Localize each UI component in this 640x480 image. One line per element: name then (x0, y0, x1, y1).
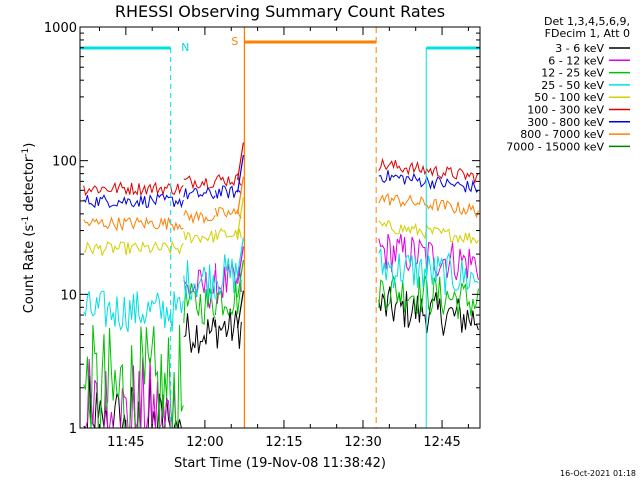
axis-layer: 1 10 100 1000 11:45 12:00 12:15 12:30 12:45 (44, 21, 481, 450)
x-tick-label: 12:45 (423, 435, 460, 450)
y-tick-label: 1000 (44, 21, 77, 36)
legend-entry-label: 800 - 7000 keV (520, 128, 604, 141)
saa-marker-label: S (231, 35, 238, 48)
series-line (214, 173, 242, 187)
y-axis-label-part: detector (22, 156, 37, 216)
series-rise (236, 237, 244, 275)
y-axis-label: Count Rate (s-1 detector-1) (21, 143, 37, 314)
series-line (378, 220, 479, 245)
series-line (183, 209, 216, 225)
x-tick-label: 12:30 (344, 435, 381, 450)
x-tick-label: 11:45 (107, 435, 144, 450)
y-axis-label-exponent: -1 (21, 216, 31, 225)
series-300to800keV (83, 154, 479, 209)
series-layer (83, 142, 479, 430)
series-line (83, 240, 184, 257)
series-line (214, 207, 242, 219)
series-line (214, 262, 242, 304)
data-gap-layer (243, 27, 377, 428)
series-line (183, 283, 216, 325)
y-axis-label-part: ) (22, 143, 37, 148)
y-tick-label: 1 (69, 422, 77, 437)
series-line (183, 175, 216, 190)
series-rise (236, 142, 244, 180)
series-line (378, 193, 479, 219)
series-rise (236, 197, 244, 235)
x-tick-label: 12:15 (265, 435, 302, 450)
legend-entry-label: 12 - 25 keV (541, 67, 604, 80)
series-100to300keV (83, 142, 479, 197)
series-800to7000keV (83, 176, 479, 232)
y-tick-label: 10 (60, 288, 77, 303)
x-axis-label: Start Time (19-Nov-08 11:38:42) (174, 456, 386, 471)
legend-entry-label: 6 - 12 keV (548, 54, 604, 67)
legend-entry-label: 100 - 300 keV (527, 104, 604, 117)
x-tick-label: 12:00 (186, 435, 223, 450)
legend-header-line: FDecim 1, Att 0 (545, 27, 630, 40)
series-25to50keV (83, 237, 479, 333)
night-marker-label: N (181, 41, 189, 54)
series-rise (236, 259, 244, 298)
legend-entry-label: 50 - 100 keV (534, 91, 604, 104)
legend: Det 1,3,4,5,6,9, FDecim 1, Att 0 3 - 6 k… (506, 15, 630, 153)
series-line (83, 181, 184, 197)
series-line (378, 286, 479, 336)
legend-entry-label: 7000 - 15000 keV (506, 140, 604, 153)
series-line (83, 290, 184, 333)
legend-header-line: Det 1,3,4,5,6,9, (544, 15, 630, 28)
series-line (378, 157, 479, 184)
legend-entry-label: 3 - 6 keV (555, 42, 604, 55)
series-rise (236, 176, 244, 214)
plot-frame (79, 26, 481, 429)
series-line (378, 275, 479, 319)
chart-title: RHESSI Observing Summary Count Rates (115, 2, 445, 21)
series-line (183, 260, 216, 301)
series-line (183, 313, 216, 354)
footer-timestamp: 16-Oct-2021 01:18 (560, 469, 636, 478)
legend-entry-label: 25 - 50 keV (541, 79, 604, 92)
series-line (183, 230, 216, 244)
series-line (83, 216, 184, 232)
series-line (378, 170, 479, 193)
series-50to100keV (83, 197, 479, 257)
y-axis-label-exponent: -1 (21, 148, 31, 157)
y-axis-label-part: Count Rate (s (22, 225, 37, 314)
y-tick-label: 100 (52, 155, 77, 170)
series-rise (236, 290, 244, 329)
legend-entry-label: 300 - 800 keV (527, 116, 604, 129)
series-line (215, 254, 242, 295)
series-line (183, 187, 216, 200)
series-line (214, 185, 242, 199)
series-line (83, 192, 184, 209)
series-rise (236, 154, 244, 193)
series-line (378, 248, 479, 295)
series-line (214, 227, 242, 240)
series-line (214, 308, 242, 349)
